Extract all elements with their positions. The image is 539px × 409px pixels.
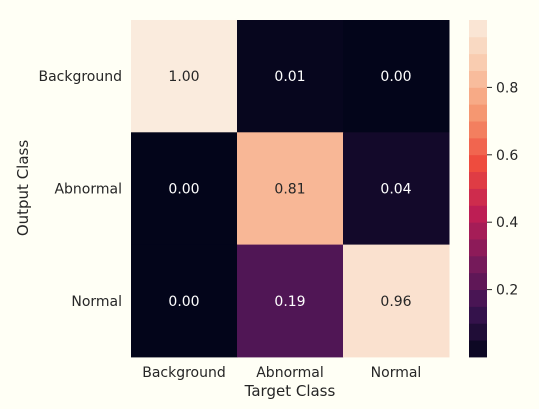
cell-value-label: 0.00: [168, 181, 199, 197]
x-tick-label: Abnormal: [256, 365, 324, 381]
colorbar-bin: [469, 137, 487, 156]
cell-value-label: 1.00: [168, 69, 199, 85]
colorbar-bin: [469, 340, 487, 358]
heatmap-cell-r0-c2: [343, 20, 450, 133]
cell-value-label: 0.04: [380, 181, 411, 197]
colorbar-bin: [469, 239, 487, 257]
colorbar-bin: [469, 121, 487, 139]
heatmap-cell-r1-c1: [237, 132, 344, 246]
colorbar-bin: [469, 70, 487, 88]
colorbar-bin: [469, 289, 487, 307]
cell-value-label: 0.19: [274, 294, 305, 310]
heatmap-cell-labels: 1.00 0.01 0.00 0.00 0.81 0.04 0.00 0.19 0.96: [168, 69, 411, 310]
cell-value-label: 0.01: [274, 69, 305, 85]
colorbar-tick-labels: 0.2 0.4 0.6 0.8: [487, 80, 518, 299]
heatmap-cell-r2-c0: [131, 244, 238, 358]
cell-value-label: 0.96: [380, 294, 411, 310]
heatmap-cell-r2-c2: [343, 244, 450, 358]
colorbar-bin: [469, 306, 487, 324]
x-axis-label: Target Class: [244, 382, 336, 400]
colorbar-bin: [469, 154, 487, 173]
cell-value-label: 0.00: [168, 294, 199, 310]
cell-value-label: 0.81: [274, 181, 305, 197]
y-tick-label: Abnormal: [54, 181, 122, 197]
colorbar-tick-label: 0.4: [496, 215, 518, 231]
colorbar-bin: [469, 272, 487, 290]
colorbar-bin: [469, 188, 487, 206]
x-axis-tick-labels: Background Abnormal Normal: [142, 365, 421, 381]
x-tick-label: Background: [142, 365, 226, 381]
colorbar-bin: [469, 20, 487, 38]
heatmap-cell-r0-c1: [237, 20, 344, 133]
x-tick-label: Normal: [371, 365, 422, 381]
y-axis-tick-labels: Background Abnormal Normal: [38, 69, 122, 310]
heatmap-cell-r0-c0: [131, 20, 238, 133]
colorbar-tick-label: 0.8: [496, 80, 518, 96]
y-tick-label: Background: [38, 69, 122, 85]
colorbar-bin: [469, 222, 487, 240]
colorbar-bin: [469, 104, 487, 122]
y-tick-label: Normal: [71, 294, 122, 310]
colorbar-bin: [469, 205, 487, 223]
colorbar-bin: [469, 171, 487, 189]
heatmap-cells: [131, 20, 450, 358]
heatmap-cell-r1-c2: [343, 132, 450, 246]
colorbar: [469, 20, 487, 358]
colorbar-bin: [469, 323, 487, 341]
heatmap-cell-r1-c0: [131, 132, 238, 246]
colorbar-bin: [469, 87, 487, 105]
colorbar-bin: [469, 255, 487, 274]
colorbar-tick-label: 0.6: [496, 148, 518, 164]
cell-value-label: 0.00: [380, 69, 411, 85]
colorbar-bin: [469, 53, 487, 71]
heatmap-cell-r2-c1: [237, 244, 344, 358]
colorbar-tick-label: 0.2: [496, 283, 518, 299]
y-axis-label: Output Class: [14, 140, 32, 237]
colorbar-bin: [469, 36, 487, 55]
